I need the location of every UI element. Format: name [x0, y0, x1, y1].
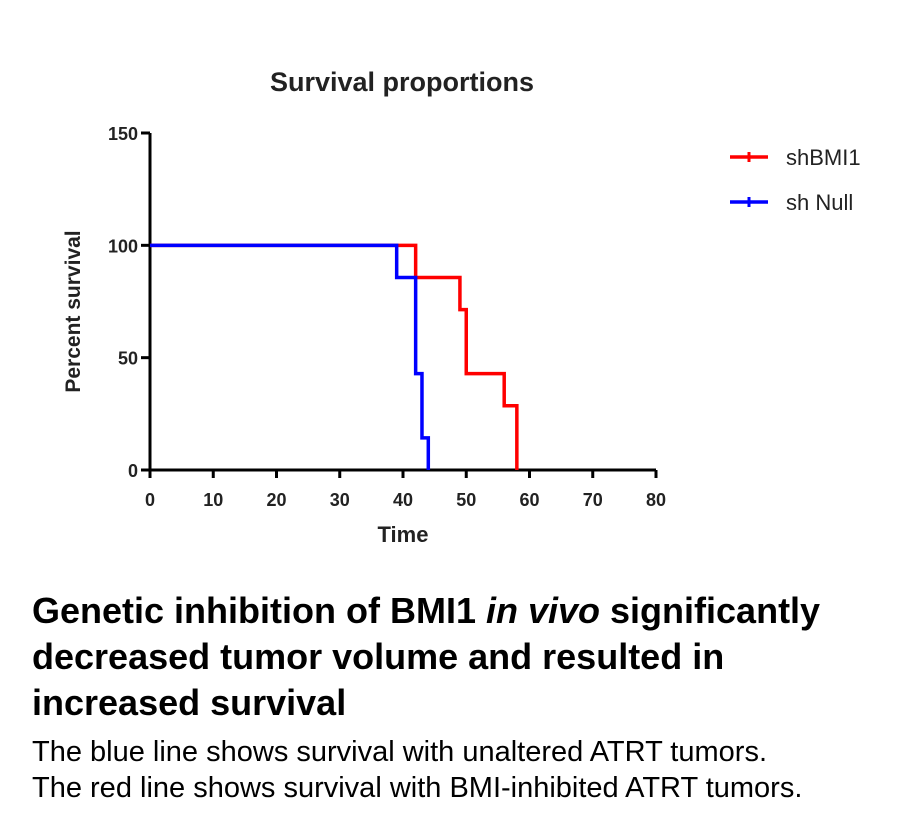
x-tick-label: 10 — [203, 490, 223, 510]
legend: shBMI1 sh Null — [730, 145, 861, 215]
x-tick-label: 80 — [646, 490, 666, 510]
x-tick-label: 20 — [266, 490, 286, 510]
caption-line-blue: The blue line shows survival with unalte… — [32, 736, 767, 768]
y-tick-label: 0 — [128, 461, 138, 481]
x-tick-label: 40 — [393, 490, 413, 510]
y-tick-label: 50 — [118, 349, 138, 369]
x-tick-label: 70 — [583, 490, 603, 510]
axes — [141, 131, 658, 478]
x-tick-label: 0 — [145, 490, 155, 510]
headline-text-end: significantly decreased tumor volume and… — [32, 590, 821, 723]
survival-chart: Survival proportions 0 10 20 30 40 50 60 70 80 0 5… — [62, 67, 861, 547]
x-tick-label: 50 — [456, 490, 476, 510]
tick-labels: 0 10 20 30 40 50 60 70 80 0 50 100 150 — [108, 124, 666, 510]
y-tick-label: 100 — [108, 236, 138, 256]
x-axis-label: Time — [378, 522, 429, 547]
x-tick-label: 30 — [330, 490, 350, 510]
series-line-sh-null — [150, 243, 431, 470]
legend-label-sh-null: sh Null — [786, 190, 853, 215]
caption-description: The blue line shows survival with unalte… — [32, 734, 902, 806]
y-axis-label: Percent survival — [62, 230, 85, 392]
headline-italic-text: in vivo — [486, 590, 601, 631]
chart-title: Survival proportions — [270, 67, 534, 97]
headline-text-start: Genetic inhibition of BMI1 — [32, 590, 486, 631]
caption-line-red: The red line shows survival with BMI-inh… — [32, 772, 803, 804]
series-lines — [150, 243, 519, 470]
x-tick-label: 60 — [519, 490, 539, 510]
y-tick-label: 150 — [108, 124, 138, 144]
series-line-shbmi1 — [150, 243, 519, 470]
legend-label-shbmi1: shBMI1 — [786, 145, 861, 170]
caption-headline: Genetic inhibition of BMI1 in vivo signi… — [32, 588, 902, 726]
